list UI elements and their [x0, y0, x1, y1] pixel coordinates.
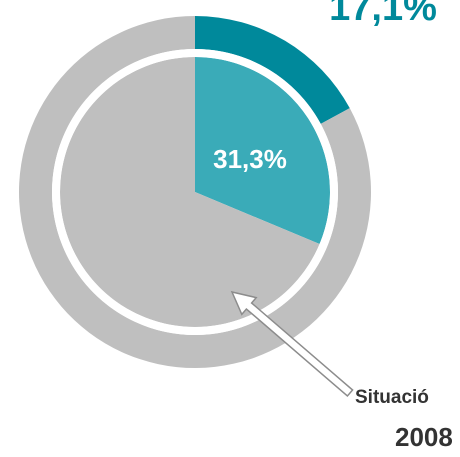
slice: [195, 16, 350, 124]
slice: [195, 57, 330, 245]
data-label: 31,3%: [213, 144, 287, 174]
annotation: 2008: [395, 422, 453, 452]
rings: [19, 16, 372, 368]
data-label: 17,1%: [329, 0, 437, 29]
annotation: Situació: [355, 387, 429, 408]
slice: [60, 57, 320, 328]
pointer-arrow: [230, 290, 354, 398]
ring-separator: [52, 49, 338, 335]
